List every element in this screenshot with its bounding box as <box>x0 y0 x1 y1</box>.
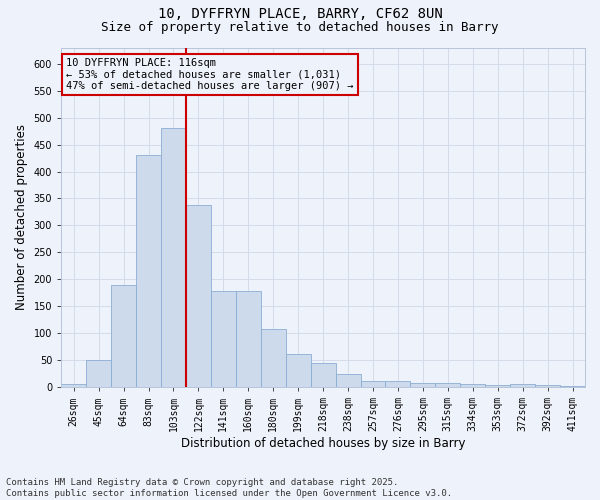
Bar <box>111 284 136 387</box>
Y-axis label: Number of detached properties: Number of detached properties <box>15 124 28 310</box>
Text: 10 DYFFRYN PLACE: 116sqm
← 53% of detached houses are smaller (1,031)
47% of sem: 10 DYFFRYN PLACE: 116sqm ← 53% of detach… <box>67 58 354 91</box>
Bar <box>535 385 560 387</box>
Bar <box>211 291 236 387</box>
Bar <box>460 384 485 387</box>
Bar <box>436 383 460 387</box>
Bar <box>161 128 186 387</box>
Bar <box>286 354 311 387</box>
Text: Size of property relative to detached houses in Barry: Size of property relative to detached ho… <box>101 21 499 34</box>
Bar <box>186 205 211 387</box>
Bar <box>86 360 111 387</box>
Bar <box>410 383 436 387</box>
Bar <box>261 329 286 387</box>
Bar <box>61 384 86 387</box>
Text: Contains HM Land Registry data © Crown copyright and database right 2025.
Contai: Contains HM Land Registry data © Crown c… <box>6 478 452 498</box>
Bar <box>335 374 361 387</box>
Bar <box>485 385 510 387</box>
Bar <box>136 156 161 387</box>
Bar <box>236 291 261 387</box>
Bar <box>385 381 410 387</box>
Bar <box>311 364 335 387</box>
Text: 10, DYFFRYN PLACE, BARRY, CF62 8UN: 10, DYFFRYN PLACE, BARRY, CF62 8UN <box>158 8 442 22</box>
Bar <box>560 386 585 387</box>
X-axis label: Distribution of detached houses by size in Barry: Distribution of detached houses by size … <box>181 437 466 450</box>
Bar <box>361 381 385 387</box>
Bar <box>510 384 535 387</box>
